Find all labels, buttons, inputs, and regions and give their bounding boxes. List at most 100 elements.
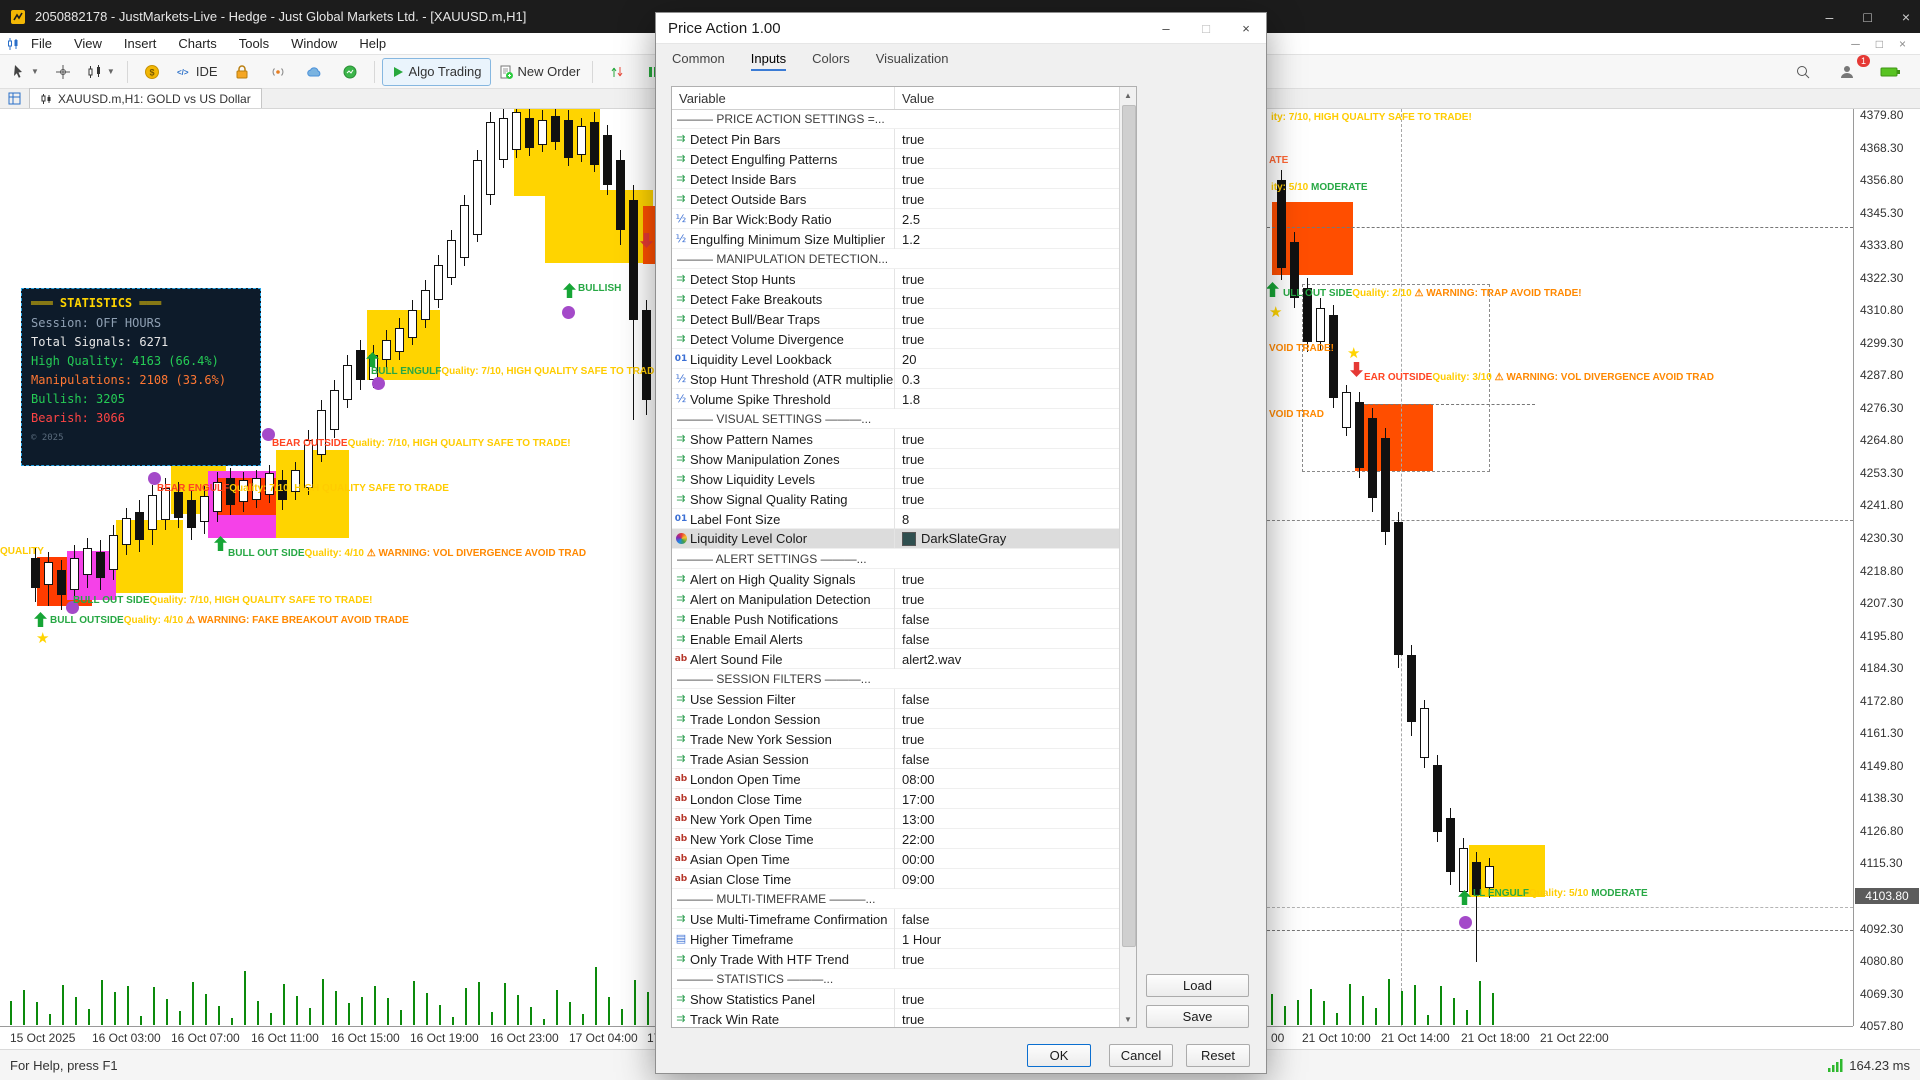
param-row[interactable]: ⇉ Detect Bull/Bear Traps true [672, 309, 1120, 329]
param-row[interactable]: ½ Engulfing Minimum Size Multiplier 1.2 [672, 229, 1120, 249]
param-row[interactable]: ⇉ Show Manipulation Zones true [672, 449, 1120, 469]
param-value[interactable]: false [902, 611, 930, 627]
param-value[interactable]: true [902, 171, 925, 187]
param-row[interactable]: ab Asian Open Time 00:00 [672, 849, 1120, 869]
param-row[interactable]: ⇉ Detect Stop Hunts true [672, 269, 1120, 289]
save-button[interactable]: Save [1146, 1005, 1249, 1028]
param-row[interactable]: ½ Volume Spike Threshold 1.8 [672, 389, 1120, 409]
new-order-button[interactable]: New Order [493, 59, 586, 85]
statistics-panel[interactable]: ═══ STATISTICS ═══ Session: OFF HOURS Tot… [21, 288, 261, 466]
param-row[interactable]: ——— MULTI-TIMEFRAME ———... [672, 889, 1120, 909]
cancel-button[interactable]: Cancel [1109, 1044, 1173, 1067]
window-minimize-button[interactable]: – [1825, 8, 1834, 25]
param-value[interactable]: true [902, 571, 925, 587]
param-row[interactable]: Liquidity Level Color DarkSlateGray [672, 529, 1120, 549]
tab-visualization[interactable]: Visualization [875, 51, 949, 66]
table-scrollbar[interactable]: ▲ ▼ [1119, 87, 1136, 1027]
param-value[interactable]: true [902, 131, 925, 147]
param-row[interactable]: ——— SESSION FILTERS ———... [672, 669, 1120, 689]
param-row[interactable]: ⇉ Detect Inside Bars true [672, 169, 1120, 189]
param-row[interactable]: ——— ALERT SETTINGS ———... [672, 549, 1120, 569]
param-value[interactable]: false [902, 631, 930, 647]
chart-tab-xauusd[interactable]: XAUUSD.m,H1: GOLD vs US Dollar [29, 88, 262, 108]
param-row[interactable]: ⇉ Detect Fake Breakouts true [672, 289, 1120, 309]
param-value[interactable]: true [902, 951, 925, 967]
param-row[interactable]: ⇉ Trade Asian Session false [672, 749, 1120, 769]
param-value[interactable]: true [902, 1011, 925, 1027]
param-value[interactable]: false [902, 691, 930, 707]
param-value[interactable]: true [902, 591, 925, 607]
deposit-icon[interactable]: $ [135, 59, 169, 85]
scrollbar-thumb[interactable] [1122, 105, 1136, 947]
param-value[interactable]: true [902, 271, 925, 287]
broadcast-icon[interactable] [261, 59, 295, 85]
dialog-minimize-button[interactable]: – [1162, 20, 1170, 36]
param-row[interactable]: ab New York Open Time 13:00 [672, 809, 1120, 829]
chart-list-icon[interactable] [8, 92, 21, 105]
param-row[interactable]: ⇉ Detect Engulfing Patterns true [672, 149, 1120, 169]
param-row[interactable]: ⇉ Enable Email Alerts false [672, 629, 1120, 649]
dialog-maximize-button[interactable]: □ [1202, 20, 1210, 36]
tab-inputs[interactable]: Inputs [750, 51, 787, 71]
param-row[interactable]: ▤ Higher Timeframe 1 Hour [672, 929, 1120, 949]
param-value[interactable]: 1.8 [902, 391, 921, 407]
param-value[interactable]: true [902, 431, 925, 447]
param-value[interactable]: true [902, 191, 925, 207]
param-row[interactable]: ab London Open Time 08:00 [672, 769, 1120, 789]
param-row[interactable]: ⇉ Only Trade With HTF Trend true [672, 949, 1120, 969]
menu-insert[interactable]: Insert [123, 36, 157, 51]
menu-window[interactable]: Window [291, 36, 338, 51]
dialog-close-button[interactable]: × [1242, 20, 1250, 36]
param-value[interactable]: true [902, 291, 925, 307]
param-row[interactable]: ⇉ Trade New York Session true [672, 729, 1120, 749]
param-row[interactable]: ⇉ Detect Outside Bars true [672, 189, 1120, 209]
menu-help[interactable]: Help [359, 36, 387, 51]
chart-restore-button[interactable]: □ [1875, 36, 1883, 51]
param-row[interactable]: 01 Label Font Size 8 [672, 509, 1120, 529]
param-value[interactable]: true [902, 991, 925, 1007]
scroll-up-arrow[interactable]: ▲ [1124, 90, 1132, 100]
lock-icon[interactable] [225, 59, 259, 85]
param-value[interactable]: 17:00 [902, 791, 935, 807]
param-value[interactable]: alert2.wav [902, 651, 962, 667]
param-row[interactable]: ⇉ Show Statistics Panel true [672, 989, 1120, 1009]
dialog-titlebar[interactable]: Price Action 1.00 – □ × [656, 13, 1266, 44]
param-value[interactable]: true [902, 311, 925, 327]
cursor-tool-button[interactable]: ▼ [6, 59, 44, 85]
param-row[interactable]: ——— STATISTICS ———... [672, 969, 1120, 989]
param-row[interactable]: ——— MANIPULATION DETECTION... [672, 249, 1120, 269]
menu-view[interactable]: View [73, 36, 102, 51]
param-value[interactable]: true [902, 471, 925, 487]
window-maximize-button[interactable]: □ [1863, 8, 1872, 25]
param-row[interactable]: ——— VISUAL SETTINGS ———... [672, 409, 1120, 429]
ok-button[interactable]: OK [1027, 1044, 1091, 1067]
param-value[interactable]: DarkSlateGray [895, 531, 1120, 546]
param-row[interactable]: ⇉ Enable Push Notifications false [672, 609, 1120, 629]
crosshair-tool-button[interactable] [46, 59, 80, 85]
param-row[interactable]: ab Asian Close Time 09:00 [672, 869, 1120, 889]
param-value[interactable]: true [902, 151, 925, 167]
window-close-button[interactable]: × [1901, 8, 1910, 25]
menu-charts[interactable]: Charts [178, 36, 217, 51]
chart-minimize-button[interactable]: ─ [1851, 36, 1860, 51]
cloud-icon[interactable] [297, 59, 331, 85]
param-value[interactable]: false [902, 911, 930, 927]
param-value[interactable]: 1.2 [902, 231, 921, 247]
param-row[interactable]: 01 Liquidity Level Lookback 20 [672, 349, 1120, 369]
param-row[interactable]: ab New York Close Time 22:00 [672, 829, 1120, 849]
param-value[interactable]: 22:00 [902, 831, 935, 847]
param-value[interactable]: true [902, 711, 925, 727]
param-row[interactable]: ⇉ Detect Volume Divergence true [672, 329, 1120, 349]
profile-icon[interactable]: 1 [1830, 54, 1870, 85]
ide-button[interactable]: </> IDE [171, 59, 223, 85]
param-row[interactable]: ⇉ Alert on High Quality Signals true [672, 569, 1120, 589]
param-row[interactable]: ⇉ Show Signal Quality Rating true [672, 489, 1120, 509]
param-value[interactable]: true [902, 451, 925, 467]
param-value[interactable]: 00:00 [902, 851, 935, 867]
param-value[interactable]: 13:00 [902, 811, 935, 827]
param-row[interactable]: ⇉ Use Multi-Timeframe Confirmation false [672, 909, 1120, 929]
load-button[interactable]: Load [1146, 974, 1249, 997]
param-row[interactable]: ⇉ Track Win Rate true [672, 1009, 1120, 1027]
param-value[interactable]: 09:00 [902, 871, 935, 887]
